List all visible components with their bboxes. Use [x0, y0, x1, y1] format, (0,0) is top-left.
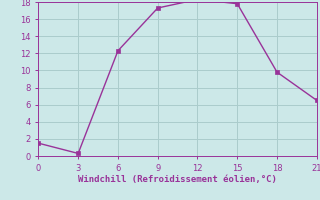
X-axis label: Windchill (Refroidissement éolien,°C): Windchill (Refroidissement éolien,°C)	[78, 175, 277, 184]
